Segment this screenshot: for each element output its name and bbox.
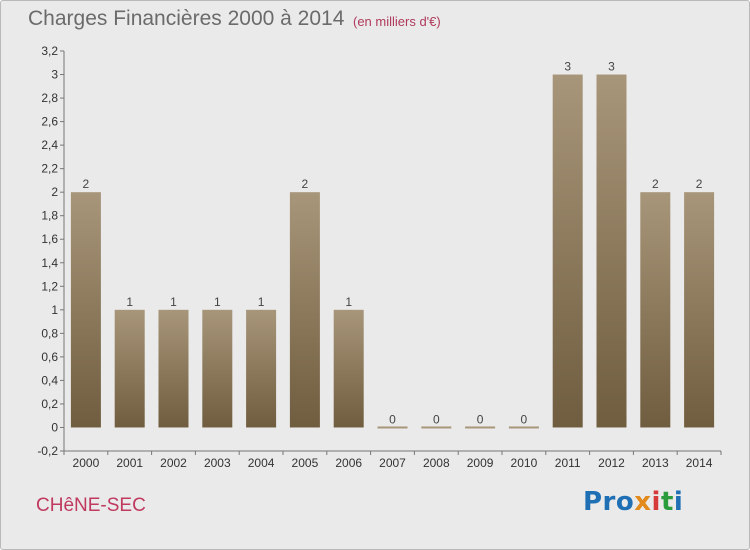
town-name: CHêNE-SEC — [36, 495, 146, 516]
bar — [246, 309, 277, 428]
bar — [202, 309, 233, 428]
bar — [596, 74, 627, 428]
bar-value-label: 0 — [433, 412, 440, 426]
bar-value-label: 0 — [521, 412, 528, 426]
bar — [421, 426, 452, 429]
y-tick-label: 0,4 — [41, 373, 58, 387]
x-tick-label: 2014 — [686, 456, 713, 470]
bar — [552, 74, 583, 428]
x-tick-label: 2003 — [204, 456, 231, 470]
bar — [289, 192, 320, 428]
y-tick-label: 0,6 — [41, 350, 58, 364]
x-tick-label: 2009 — [467, 456, 494, 470]
y-tick-label: 1,8 — [41, 209, 58, 223]
x-tick-label: 2001 — [116, 456, 143, 470]
x-tick-label: 2008 — [423, 456, 450, 470]
x-tick-label: 2011 — [555, 456, 581, 470]
bar-value-label: 1 — [258, 295, 265, 309]
bar — [640, 192, 671, 428]
chart-unit: (en milliers d'€) — [353, 14, 441, 29]
x-tick-label: 2013 — [642, 456, 669, 470]
bar-value-label: 2 — [83, 177, 90, 191]
y-tick-label: 3 — [51, 68, 58, 82]
x-tick-label: 2002 — [160, 456, 187, 470]
y-tick-label: 3,2 — [41, 44, 58, 58]
y-tick-label: 2,8 — [41, 91, 58, 105]
proxiti-logo: Proxiti — [583, 487, 684, 517]
y-tick-label: 1 — [51, 303, 58, 317]
bar — [114, 309, 145, 428]
bar — [465, 426, 496, 429]
x-tick-label: 2010 — [511, 456, 538, 470]
x-tick-label: 2007 — [379, 456, 406, 470]
bar — [508, 426, 539, 429]
y-tick-label: -0,2 — [37, 444, 58, 458]
bar-value-label: 1 — [345, 295, 352, 309]
x-tick-label: 2012 — [598, 456, 625, 470]
y-tick-label: 2,4 — [41, 138, 58, 152]
bar-value-label: 2 — [302, 177, 309, 191]
bar-value-label: 1 — [214, 295, 221, 309]
bar-value-label: 1 — [126, 295, 133, 309]
bar — [70, 192, 101, 428]
x-tick-label: 2005 — [292, 456, 319, 470]
bar-value-label: 0 — [389, 412, 396, 426]
chart-axes: -0,2 0 0,2 0,4 0,6 0,8 1 1,2 1,4 1,6 1,8 2 2,2 2,4 2,6… — [37, 44, 722, 470]
bar-value-label: 1 — [170, 295, 177, 309]
y-tick-label: 1,2 — [41, 279, 58, 293]
bar-value-label: 3 — [608, 60, 615, 74]
bar — [377, 426, 408, 429]
bar-value-label: 0 — [477, 412, 484, 426]
y-tick-label: 2 — [51, 185, 58, 199]
x-tick-label: 2004 — [248, 456, 275, 470]
y-tick-label: 0,8 — [41, 326, 58, 340]
y-tick-label: 0 — [51, 420, 58, 434]
bar-value-label: 2 — [652, 177, 659, 191]
x-tick-label: 2006 — [335, 456, 362, 470]
chart-bars: 2 1 1 1 1 2 1 0 0 0 0 3 3 2 2 — [70, 60, 715, 429]
bar — [158, 309, 189, 428]
bar — [333, 309, 364, 428]
y-tick-label: 2,2 — [41, 162, 58, 176]
bar-value-label: 3 — [564, 60, 571, 74]
y-tick-label: 1,6 — [41, 232, 58, 246]
bar — [684, 192, 715, 428]
chart-title: Charges Financières 2000 à 2014 — [28, 7, 345, 30]
y-tick-label: 2,6 — [41, 115, 58, 129]
bar-value-label: 2 — [696, 177, 703, 191]
y-tick-label: 0,2 — [41, 397, 58, 411]
x-tick-label: 2000 — [73, 456, 100, 470]
y-tick-label: 1,4 — [41, 256, 58, 270]
